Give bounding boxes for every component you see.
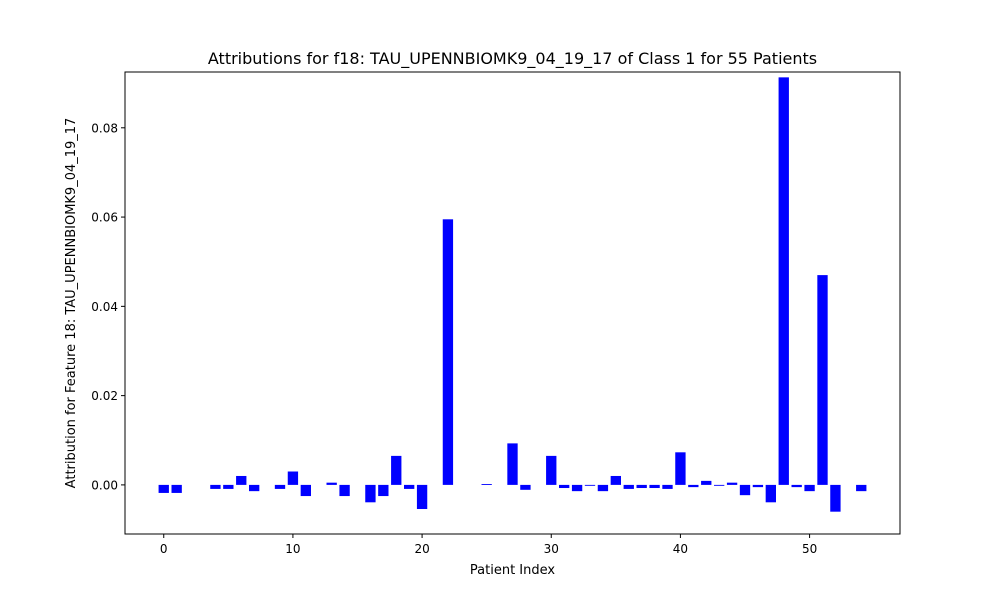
bar-patient-35: [610, 475, 621, 485]
bar-patient-38: [649, 484, 660, 489]
y-tick-label: 0.08: [91, 121, 118, 135]
bar-patient-6: [236, 475, 247, 485]
bar-patient-37: [636, 484, 647, 489]
bar-patient-41: [688, 484, 699, 488]
bar-patient-33: [584, 484, 596, 486]
x-tick-label: 20: [414, 542, 429, 556]
bar-patient-31: [559, 484, 570, 489]
bar-patient-13: [326, 482, 337, 485]
bar-patient-0: [158, 484, 169, 493]
bar-patient-49: [791, 484, 802, 488]
bar-patient-28: [520, 484, 531, 490]
y-tick-label: 0.02: [91, 389, 118, 403]
bar-patient-51: [817, 275, 828, 485]
y-axis-ticks: 0.00 0.02 0.04 0.06 0.08: [91, 121, 125, 492]
y-axis-label: Attribution for Feature 18: TAU_UPENNBIO…: [64, 118, 79, 489]
bar-patient-48: [778, 77, 789, 485]
x-tick-label: 10: [285, 542, 300, 556]
bar-patient-43: [714, 484, 725, 486]
bar-patient-7: [249, 484, 260, 492]
bar-patient-44: [726, 482, 738, 485]
bar-patient-34: [597, 484, 609, 492]
x-tick-label: 40: [673, 542, 688, 556]
bar-patient-14: [339, 484, 350, 497]
bar-patient-22: [442, 219, 454, 485]
bar-patient-16: [365, 484, 376, 503]
bar-patient-46: [752, 484, 764, 488]
bar-patient-20: [416, 484, 428, 510]
x-tick-label: 0: [160, 542, 168, 556]
bar-patient-4: [210, 484, 221, 489]
bar-patient-19: [404, 484, 415, 489]
x-tick-label: 50: [802, 542, 817, 556]
bar-patient-42: [701, 480, 712, 485]
bars-group: [158, 77, 867, 512]
bar-patient-10: [287, 471, 299, 485]
chart-title: Attributions for f18: TAU_UPENNBIOMK9_04…: [208, 49, 817, 69]
bar-patient-25: [481, 484, 492, 485]
bar-patient-32: [571, 484, 583, 492]
y-tick-label: 0.06: [91, 211, 118, 225]
bar-patient-30: [546, 455, 557, 485]
bar-patient-11: [300, 484, 311, 497]
y-tick-label: 0.04: [91, 300, 118, 314]
x-axis-label: Patient Index: [470, 563, 555, 578]
bar-patient-36: [623, 484, 634, 489]
bar-patient-1: [171, 484, 182, 493]
bar-patient-17: [378, 484, 389, 497]
x-tick-label: 30: [544, 542, 559, 556]
bar-patient-9: [274, 484, 286, 489]
bar-patient-39: [662, 484, 673, 489]
bar-patient-52: [830, 484, 841, 512]
bar-patient-54: [856, 484, 867, 492]
bar-patient-47: [765, 484, 776, 503]
bar-patient-50: [804, 484, 815, 492]
bar-patient-18: [391, 455, 402, 485]
bar-patient-27: [507, 443, 518, 485]
y-tick-label: 0.00: [91, 478, 118, 492]
bar-patient-40: [675, 452, 686, 485]
x-axis-ticks: 0 10 20 30 40 50: [160, 534, 817, 556]
plot-area-frame: [124, 71, 901, 535]
bar-patient-45: [739, 484, 751, 496]
bar-patient-5: [223, 484, 234, 489]
